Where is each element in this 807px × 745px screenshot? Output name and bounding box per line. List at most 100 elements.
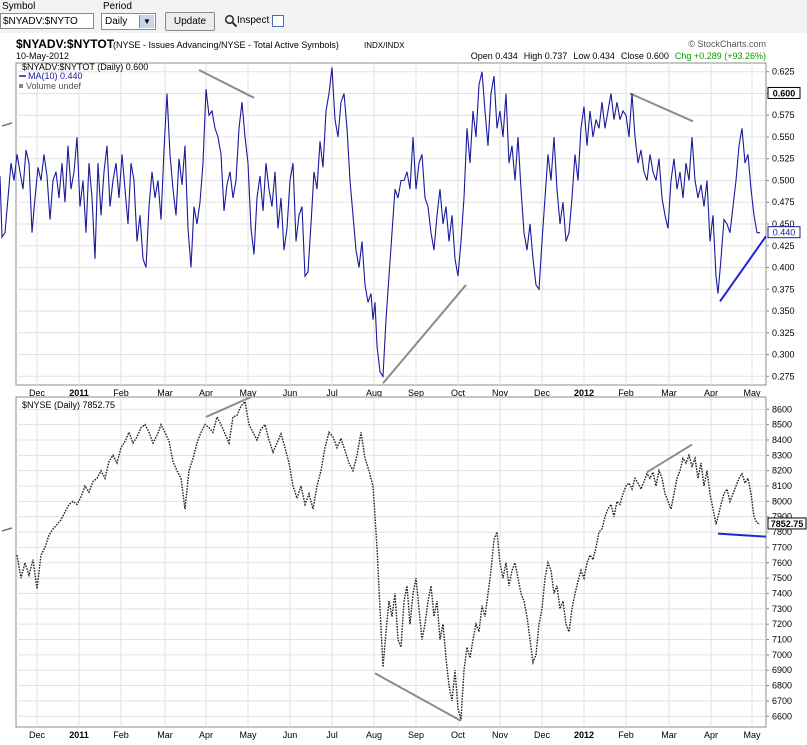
ma-value-label: 0.440 bbox=[773, 228, 796, 238]
y-tick-label: 7400 bbox=[772, 588, 792, 598]
y-tick-label: 0.525 bbox=[772, 154, 795, 164]
ohlc-readout: Open 0.434 High 0.737 Low 0.434 Close 0.600… bbox=[471, 51, 766, 61]
y-tick-label: 0.325 bbox=[772, 328, 795, 338]
x-tick-label: Feb bbox=[618, 388, 634, 398]
nyse-legend: $NYSE (Daily) 7852.75 bbox=[22, 400, 115, 410]
x-tick-label: Mar bbox=[157, 730, 173, 740]
breadth-panel: 0.275 0.300 0.325 0.350 0.375 0.400 0.425 0.450… bbox=[0, 62, 801, 398]
update-button[interactable]: Update bbox=[165, 12, 215, 31]
y-tick-label: 7300 bbox=[772, 604, 792, 614]
trendline bbox=[382, 284, 467, 384]
left-edge-marker bbox=[1, 122, 13, 127]
x-tick-label: Dec bbox=[534, 388, 551, 398]
y-tick-label: 7500 bbox=[772, 573, 792, 583]
nyse-last-value-label: 7852.75 bbox=[771, 519, 804, 529]
inspect-label: Inspect bbox=[237, 15, 270, 26]
x-tick-label: Dec bbox=[29, 730, 46, 740]
x-tick-label: May bbox=[743, 730, 761, 740]
breadth-x-axis: Dec 2011 Feb Mar Apr May Jun Jul Aug Sep Oct Nov Dec… bbox=[29, 388, 761, 398]
period-select[interactable]: Daily ▼ bbox=[101, 13, 156, 30]
x-tick-label: Mar bbox=[157, 388, 173, 398]
x-tick-label: Apr bbox=[704, 730, 718, 740]
period-label: Period bbox=[103, 1, 132, 12]
y-tick-label: 0.425 bbox=[772, 241, 795, 251]
change-value: Chg +0.289 (+93.26%) bbox=[675, 51, 766, 61]
nyse-y-axis: 6600 6700 6800 6900 7000 7100 7200 7300 7400 7500… bbox=[766, 404, 792, 721]
legend-series: $NYADV:$NYTOT (Daily) 0.600 bbox=[22, 62, 148, 72]
x-tick-label: Oct bbox=[451, 730, 466, 740]
y-tick-label: 7600 bbox=[772, 558, 792, 568]
y-tick-label: 0.375 bbox=[772, 284, 795, 294]
x-tick-label: 2012 bbox=[574, 388, 594, 398]
period-select-value: Daily bbox=[105, 16, 128, 27]
x-tick-label: 2012 bbox=[574, 730, 594, 740]
y-tick-label: 8300 bbox=[772, 450, 792, 460]
breadth-trendlines bbox=[198, 69, 767, 384]
nyse-gridlines bbox=[16, 397, 766, 727]
x-tick-label: Sep bbox=[408, 388, 424, 398]
y-tick-label: 0.475 bbox=[772, 197, 795, 207]
y-tick-label: 8600 bbox=[772, 404, 792, 414]
inspect-checkbox[interactable] bbox=[272, 15, 284, 27]
y-tick-label: 8000 bbox=[772, 496, 792, 506]
toolbar: Symbol Period Daily ▼ Update Inspect bbox=[0, 0, 807, 33]
x-tick-label: Jul bbox=[326, 388, 338, 398]
x-tick-label: Apr bbox=[704, 388, 718, 398]
low-value: Low 0.434 bbox=[573, 51, 615, 61]
y-tick-label: 6900 bbox=[772, 665, 792, 675]
breadth-gridlines bbox=[16, 63, 766, 385]
y-tick-label: 7000 bbox=[772, 650, 792, 660]
breadth-y-axis: 0.275 0.300 0.325 0.350 0.375 0.400 0.425 0.450… bbox=[766, 67, 795, 381]
x-tick-label: Dec bbox=[29, 388, 46, 398]
x-tick-label: Sep bbox=[408, 730, 424, 740]
y-tick-label: 7200 bbox=[772, 619, 792, 629]
legend-volume: Volume undef bbox=[26, 81, 82, 91]
x-tick-label: Aug bbox=[366, 730, 382, 740]
trendline bbox=[374, 672, 462, 722]
brand-logo: © StockCharts.com bbox=[688, 39, 766, 49]
x-tick-label: Jul bbox=[326, 730, 338, 740]
y-tick-label: 0.400 bbox=[772, 263, 795, 273]
nyse-x-axis: Dec 2011 Feb Mar Apr May Jun Jul Aug Sep Oct Nov Dec… bbox=[29, 730, 761, 740]
nyse-panel: 6600 6700 6800 6900 7000 7100 7200 7300 7400 7500… bbox=[15, 396, 807, 740]
y-tick-label: 0.500 bbox=[772, 175, 795, 185]
chevron-down-icon: ▼ bbox=[139, 15, 154, 28]
last-value-label: 0.600 bbox=[773, 88, 796, 98]
y-tick-label: 6700 bbox=[772, 696, 792, 706]
x-tick-label: Feb bbox=[113, 388, 129, 398]
x-tick-label: Jun bbox=[283, 388, 298, 398]
trendline bbox=[719, 235, 767, 303]
x-tick-label: May bbox=[239, 388, 257, 398]
y-tick-label: 7100 bbox=[772, 635, 792, 645]
x-tick-label: Mar bbox=[661, 388, 677, 398]
x-tick-label: Oct bbox=[451, 388, 466, 398]
y-tick-label: 0.550 bbox=[772, 132, 795, 142]
y-tick-label: 0.350 bbox=[772, 306, 795, 316]
x-tick-label: May bbox=[743, 388, 761, 398]
x-tick-label: Apr bbox=[199, 730, 213, 740]
left-edge-marker bbox=[1, 527, 13, 532]
open-value: Open 0.434 bbox=[471, 51, 518, 61]
breadth-series-line bbox=[0, 67, 760, 378]
x-tick-label: Jun bbox=[283, 730, 298, 740]
breadth-last-value-badge: 0.600 bbox=[767, 86, 801, 99]
x-tick-label: Dec bbox=[534, 730, 551, 740]
y-tick-label: 0.275 bbox=[772, 371, 795, 381]
x-tick-label: Aug bbox=[366, 388, 382, 398]
high-value: High 0.737 bbox=[524, 51, 568, 61]
breadth-ma-badge: 0.440 bbox=[767, 226, 801, 239]
trendline bbox=[205, 396, 252, 418]
y-tick-label: 6800 bbox=[772, 681, 792, 691]
chart-title: $NYADV:$NYTOT bbox=[16, 37, 115, 51]
y-tick-label: 8100 bbox=[772, 481, 792, 491]
breadth-legend: $NYADV:$NYTOT (Daily) 0.600 MA(10) 0.440… bbox=[19, 62, 148, 91]
chart-date: 10-May-2012 bbox=[16, 51, 69, 61]
x-tick-label: Mar bbox=[661, 730, 677, 740]
y-tick-label: 0.300 bbox=[772, 350, 795, 360]
symbol-input[interactable] bbox=[0, 13, 94, 29]
y-tick-label: 8200 bbox=[772, 466, 792, 476]
chart-exchange: INDX/INDX bbox=[364, 41, 405, 50]
symbol-label: Symbol bbox=[2, 1, 36, 12]
x-tick-label: May bbox=[239, 730, 257, 740]
y-tick-label: 8500 bbox=[772, 420, 792, 430]
